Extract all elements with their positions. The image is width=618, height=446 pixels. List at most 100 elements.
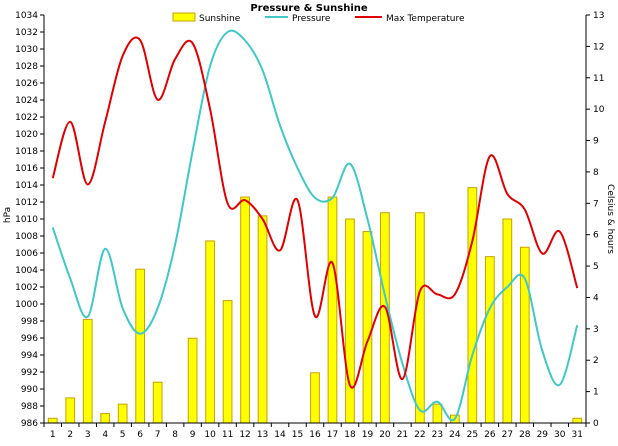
left-tick-label: 1024 [15, 96, 38, 106]
x-tick-label: 12 [239, 430, 250, 440]
right-tick-label: 3 [593, 325, 599, 335]
x-tick-label: 14 [274, 430, 286, 440]
sunshine-bar [327, 196, 338, 424]
sunshine-bar [572, 417, 583, 424]
legend: Sunshine Pressure Max Temperature [172, 12, 465, 24]
x-tick-label: 7 [155, 430, 161, 440]
x-tick-label: 24 [449, 430, 461, 440]
left-tick-label: 988 [21, 402, 38, 412]
right-tick-label: 8 [593, 168, 599, 178]
x-tick-label: 26 [484, 430, 496, 440]
x-tick-label: 6 [137, 430, 143, 440]
right-tick-label: 13 [593, 11, 604, 21]
left-tick-label: 1006 [15, 249, 38, 259]
x-tick-label: 25 [467, 430, 478, 440]
right-tick-label: 0 [593, 419, 599, 429]
x-tick-label: 22 [414, 430, 425, 440]
left-tick-label: 1034 [15, 11, 38, 21]
left-tick-label: 1032 [15, 28, 38, 38]
left-tick-label: 1010 [15, 215, 38, 225]
pressure-line [51, 29, 579, 422]
x-tick-label: 15 [292, 430, 303, 440]
sunshine-bar [345, 218, 355, 424]
x-tick-label: 11 [222, 430, 233, 440]
legend-label-pressure: Pressure [292, 14, 331, 24]
left-axis-ticks: 986 988 990 992 994 996 998 1000 1002 1004 1006 100… [15, 11, 44, 429]
left-tick-label: 990 [21, 385, 38, 395]
x-tick-label: 20 [379, 430, 391, 440]
right-tick-label: 10 [593, 105, 605, 115]
left-tick-label: 994 [21, 351, 38, 361]
right-tick-label: 11 [593, 74, 604, 84]
sunshine-bar [432, 403, 443, 424]
legend-label-max-temperature: Max Temperature [386, 14, 465, 24]
right-tick-label: 2 [593, 356, 599, 366]
sunshine-bar [65, 397, 76, 424]
sunshine-bar [240, 196, 250, 424]
sunshine-bar [502, 218, 513, 424]
x-tick-label: 16 [309, 430, 321, 440]
x-tick-label: 27 [502, 430, 513, 440]
sunshine-bar [257, 215, 268, 424]
sunshine-bar [100, 413, 111, 424]
left-tick-label: 1026 [15, 79, 38, 89]
left-tick-label: 992 [21, 368, 38, 378]
left-tick-label: 1030 [15, 45, 38, 55]
sunshine-bar [362, 231, 373, 424]
right-tick-label: 1 [593, 388, 599, 398]
sunshine-bars [47, 187, 583, 424]
x-tick-label: 19 [362, 430, 374, 440]
left-tick-label: 1028 [15, 62, 38, 72]
x-tick-label: 28 [519, 430, 531, 440]
x-tick-label: 21 [397, 430, 408, 440]
x-tick-label: 9 [190, 430, 196, 440]
x-tick-label: 8 [172, 430, 178, 440]
x-tick-label: 10 [204, 430, 216, 440]
x-tick-label: 30 [554, 430, 566, 440]
right-tick-label: 7 [593, 199, 599, 209]
x-tick-label: 23 [432, 430, 443, 440]
legend-swatch-sunshine [172, 12, 196, 22]
sunshine-bar [152, 381, 163, 424]
legend-label-sunshine: Sunshine [199, 14, 241, 24]
x-axis-ticks: 1 2 3 4 5 6 7 8 9 10 11 12 13 14 15 16 17 18 19 20 21 22 23 24 2… [43, 423, 587, 440]
sunshine-bar [484, 256, 495, 424]
sunshine-bar [135, 268, 146, 424]
sunshine-bar [222, 300, 233, 424]
left-tick-label: 1004 [15, 266, 38, 276]
x-tick-label: 18 [344, 430, 356, 440]
left-tick-label: 1002 [15, 283, 38, 293]
x-tick-label: 4 [102, 430, 108, 440]
sunshine-bar [82, 318, 93, 424]
sunshine-bar [117, 403, 128, 424]
left-tick-label: 1014 [15, 181, 38, 191]
right-tick-label: 5 [593, 262, 599, 272]
right-tick-label: 12 [593, 42, 604, 52]
sunshine-bar [415, 212, 425, 424]
x-tick-label: 31 [572, 430, 583, 440]
x-tick-label: 2 [67, 430, 73, 440]
left-tick-label: 998 [21, 317, 38, 327]
x-tick-label: 17 [327, 430, 338, 440]
left-tick-label: 1020 [15, 130, 38, 140]
right-tick-label: 6 [593, 231, 599, 241]
x-tick-label: 5 [120, 430, 126, 440]
max-temperature-line [51, 36, 579, 389]
left-axis-label: hPa [3, 207, 13, 223]
sunshine-bar [205, 240, 215, 424]
left-tick-label: 1022 [15, 113, 38, 123]
sunshine-bar [187, 337, 198, 424]
left-tick-label: 986 [21, 419, 38, 429]
sunshine-bar [310, 372, 320, 424]
series-lines [51, 29, 579, 422]
sunshine-bar [47, 417, 58, 424]
x-tick-label: 13 [257, 430, 268, 440]
sunshine-bar [519, 246, 530, 424]
x-tick-label: 3 [85, 430, 91, 440]
x-tick-label: 1 [50, 430, 56, 440]
left-tick-label: 1008 [15, 232, 38, 242]
chart-title: Pressure & Sunshine [250, 3, 368, 14]
left-tick-label: 1016 [15, 164, 38, 174]
